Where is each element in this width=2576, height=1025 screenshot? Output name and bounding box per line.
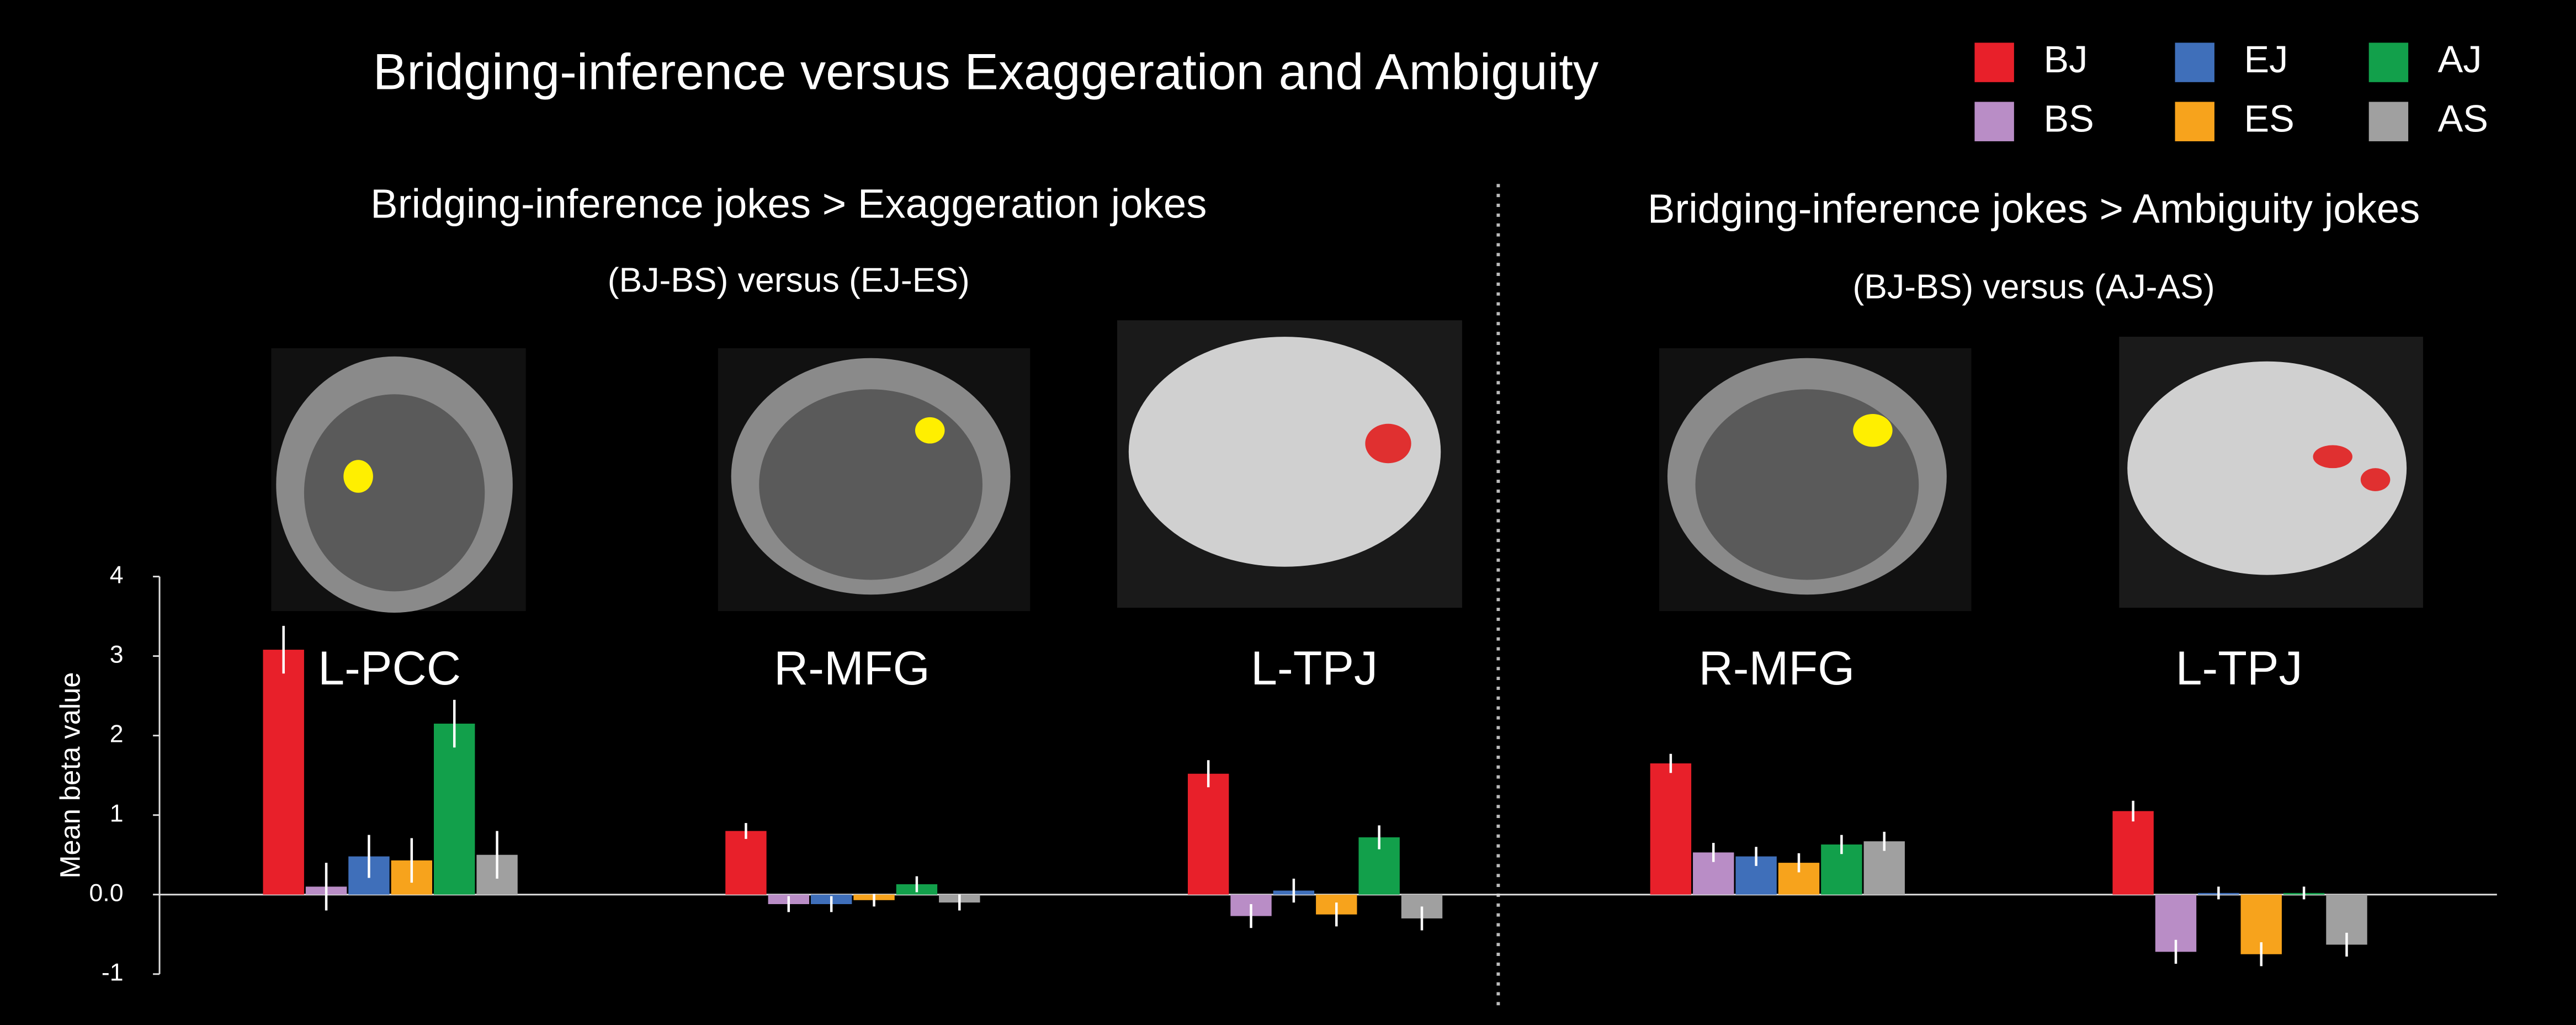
y-tick-label: 4 bbox=[110, 561, 124, 588]
y-tick-label: 1 bbox=[110, 800, 124, 827]
legend-swatch bbox=[2368, 43, 2409, 82]
legend-label: ES bbox=[2244, 97, 2295, 140]
y-tick-label: -1 bbox=[102, 959, 124, 986]
legend-swatch bbox=[2175, 43, 2214, 82]
legend-swatch bbox=[2368, 102, 2409, 141]
bar bbox=[1650, 763, 1692, 895]
bar bbox=[2112, 811, 2154, 895]
legend-label: AJ bbox=[2438, 38, 2482, 81]
brain-image bbox=[271, 320, 2423, 613]
bar bbox=[434, 724, 475, 895]
panel-subtitle: (BJ-BS) versus (EJ-ES) bbox=[608, 261, 970, 299]
y-tick-label: 2 bbox=[110, 720, 124, 747]
region-label: R-MFG bbox=[774, 642, 930, 695]
legend-swatch bbox=[1974, 43, 2014, 82]
legend-swatch bbox=[2175, 102, 2214, 141]
region-label: L-TPJ bbox=[1251, 642, 1378, 695]
panel-title: Bridging-inference jokes > Exaggeration … bbox=[370, 181, 1207, 227]
bar bbox=[725, 831, 767, 895]
legend-label: EJ bbox=[2244, 38, 2288, 81]
bar bbox=[263, 650, 304, 895]
region-label: L-PCC bbox=[318, 642, 461, 695]
panel-subtitle: (BJ-BS) versus (AJ-AS) bbox=[1853, 267, 2215, 306]
bar bbox=[1187, 773, 1229, 895]
legend-label: BJ bbox=[2043, 38, 2088, 81]
y-tick-label: 0.0 bbox=[89, 880, 123, 907]
region-label: L-TPJ bbox=[2176, 642, 2303, 695]
chart-title: Bridging-inference versus Exaggeration a… bbox=[373, 43, 1598, 100]
region-label: R-MFG bbox=[1698, 642, 1855, 695]
panel-title: Bridging-inference jokes > Ambiguity jok… bbox=[1648, 186, 2420, 232]
legend-label: AS bbox=[2438, 97, 2488, 140]
legend-label: BS bbox=[2043, 97, 2094, 140]
y-axis-label: Mean beta value bbox=[55, 672, 86, 879]
y-tick-label: 3 bbox=[110, 641, 124, 668]
legend-swatch bbox=[1974, 102, 2014, 141]
